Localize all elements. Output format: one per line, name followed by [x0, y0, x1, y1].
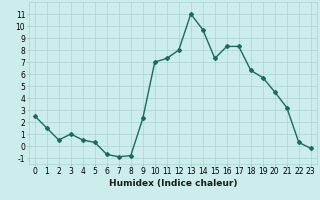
- X-axis label: Humidex (Indice chaleur): Humidex (Indice chaleur): [108, 179, 237, 188]
